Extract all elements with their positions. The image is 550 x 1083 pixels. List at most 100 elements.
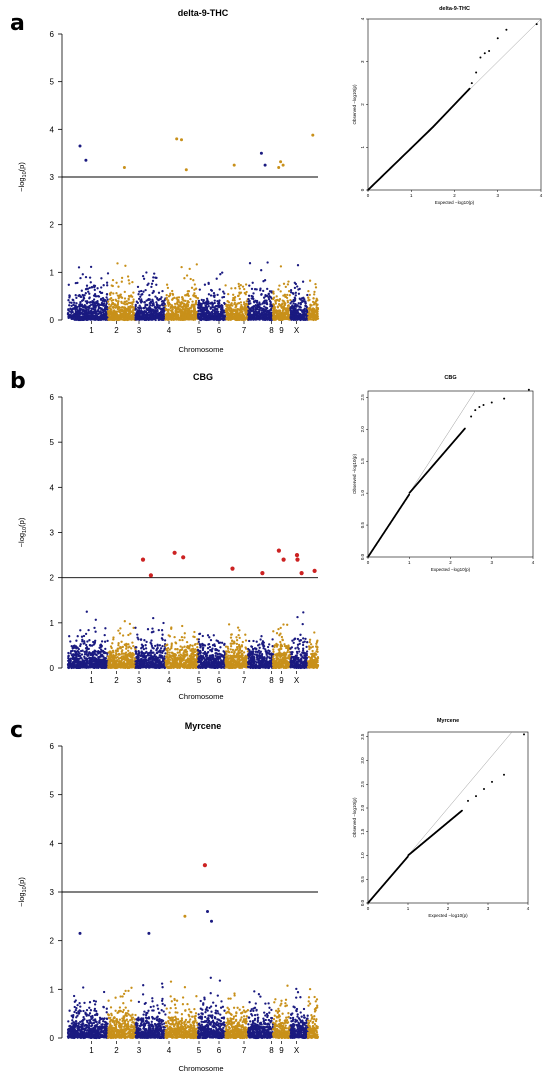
snp-point bbox=[197, 299, 201, 303]
snp-point bbox=[164, 318, 167, 321]
snp-point bbox=[77, 647, 80, 651]
snp-point bbox=[88, 292, 91, 295]
snp-point bbox=[207, 315, 211, 318]
snp-point bbox=[131, 305, 134, 308]
snp-point bbox=[104, 627, 107, 630]
qq-title: delta-9-THC bbox=[439, 6, 470, 12]
snp-point bbox=[171, 311, 175, 315]
snp-point bbox=[161, 309, 165, 312]
snp-point bbox=[304, 304, 307, 307]
snp-point bbox=[297, 288, 300, 291]
snp-point bbox=[126, 657, 129, 661]
snp-point bbox=[86, 306, 90, 309]
snp-point bbox=[121, 645, 125, 649]
x-tick-label: 3 bbox=[137, 326, 142, 335]
snp-point bbox=[100, 640, 104, 643]
snp-point bbox=[75, 639, 78, 642]
snp-point bbox=[98, 311, 102, 315]
snp-point bbox=[112, 657, 115, 660]
snp-point bbox=[76, 650, 79, 653]
snp-point bbox=[81, 649, 84, 652]
snp-point bbox=[110, 663, 113, 666]
snp-point bbox=[79, 629, 82, 632]
snp-point bbox=[123, 643, 126, 646]
snp-point bbox=[226, 318, 230, 321]
snp-point bbox=[271, 297, 275, 301]
snp-point bbox=[285, 296, 289, 300]
snp-point bbox=[157, 316, 160, 319]
snp-point bbox=[175, 297, 178, 300]
snp-point bbox=[151, 316, 154, 320]
snp-point bbox=[229, 310, 232, 313]
snp-point bbox=[189, 316, 192, 319]
snp-point bbox=[239, 301, 243, 304]
snp-point bbox=[269, 308, 273, 312]
snp-point bbox=[186, 310, 190, 314]
snp-point bbox=[108, 292, 112, 295]
snp-point bbox=[213, 299, 216, 302]
snp-point bbox=[301, 317, 304, 321]
snp-point bbox=[87, 628, 90, 632]
snp-point bbox=[194, 294, 197, 298]
snp-point bbox=[164, 304, 167, 307]
x-tick-label: 5 bbox=[197, 676, 202, 685]
snp-point bbox=[141, 274, 145, 278]
snp-point bbox=[79, 311, 82, 314]
snp-point bbox=[89, 659, 92, 663]
snp-point bbox=[248, 299, 251, 303]
snp-point bbox=[253, 301, 256, 304]
snp-point bbox=[111, 315, 115, 318]
snp-point bbox=[248, 284, 251, 287]
snp-point bbox=[230, 303, 233, 306]
snp-point bbox=[120, 314, 123, 317]
snp-point bbox=[188, 267, 191, 271]
snp-point bbox=[145, 271, 148, 274]
top-snp-point bbox=[184, 168, 188, 172]
snp-point bbox=[192, 279, 195, 282]
snp-point bbox=[67, 283, 70, 286]
snp-point bbox=[296, 285, 299, 288]
snp-point bbox=[311, 300, 315, 304]
snp-point bbox=[277, 288, 280, 291]
snp-point bbox=[247, 294, 251, 297]
x-tick-label: 5 bbox=[197, 326, 202, 335]
snp-point bbox=[216, 293, 219, 297]
snp-point bbox=[233, 302, 236, 306]
snp-point bbox=[107, 303, 111, 306]
snp-point bbox=[93, 651, 96, 654]
qq-y-tick-label: 0 bbox=[360, 188, 365, 191]
snp-point bbox=[93, 284, 97, 288]
snp-point bbox=[207, 300, 210, 304]
snp-point bbox=[146, 628, 150, 631]
snp-point bbox=[69, 663, 73, 666]
snp-point bbox=[154, 311, 158, 315]
snp-point bbox=[152, 276, 155, 279]
snp-point bbox=[226, 311, 229, 314]
qq-x-tick-label: 0 bbox=[367, 193, 370, 198]
snp-point bbox=[225, 304, 228, 308]
snp-point bbox=[140, 318, 144, 321]
snp-point bbox=[117, 296, 121, 299]
snp-point bbox=[101, 664, 104, 667]
snp-point bbox=[83, 665, 86, 668]
snp-point bbox=[90, 314, 93, 317]
snp-point bbox=[175, 307, 178, 310]
snp-point bbox=[76, 314, 79, 317]
snp-point bbox=[84, 632, 88, 636]
snp-point bbox=[313, 293, 316, 296]
snp-point bbox=[71, 657, 75, 660]
qq-x-tick-label: 4 bbox=[540, 193, 543, 198]
snp-point bbox=[88, 276, 92, 279]
y-tick-label: 3 bbox=[50, 529, 55, 538]
snp-point bbox=[269, 295, 272, 299]
snp-point bbox=[94, 300, 98, 304]
snp-point bbox=[269, 305, 272, 308]
x-tick-label: 2 bbox=[114, 676, 119, 685]
snp-point bbox=[86, 300, 89, 304]
snp-point bbox=[181, 297, 184, 300]
snp-point bbox=[92, 659, 95, 663]
panel-letter: a bbox=[10, 11, 25, 36]
snp-point bbox=[119, 647, 122, 650]
snp-point bbox=[88, 318, 91, 321]
snp-point bbox=[118, 666, 122, 669]
